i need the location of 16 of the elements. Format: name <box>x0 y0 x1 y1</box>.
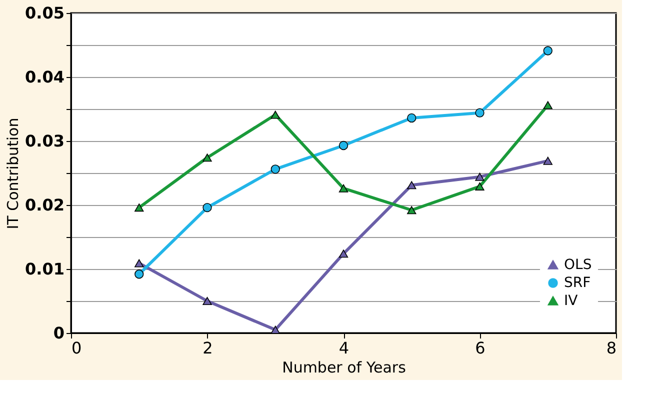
x-tick-label: 8 <box>606 338 616 358</box>
y-tick-label: 0.03 <box>25 132 64 150</box>
y-tick-label: 0.01 <box>25 260 64 278</box>
y-tick-label: 0.04 <box>25 68 64 86</box>
y-axis-title: IT Contribution <box>4 118 22 230</box>
legend-label: SRF <box>564 275 591 291</box>
x-tick-label: 0 <box>72 338 82 358</box>
y-tick-label: 0.02 <box>25 196 64 214</box>
legend-label: OLS <box>564 257 592 273</box>
x-tick-label: 2 <box>202 338 213 358</box>
y-tick-label: 0 <box>53 324 64 342</box>
legend-label: IV <box>564 293 578 309</box>
x-tick-label: 6 <box>475 338 486 358</box>
x-axis-title: Number of Years <box>282 358 406 376</box>
y-tick-label: 0.05 <box>25 4 64 22</box>
x-tick-label: 4 <box>338 338 350 358</box>
